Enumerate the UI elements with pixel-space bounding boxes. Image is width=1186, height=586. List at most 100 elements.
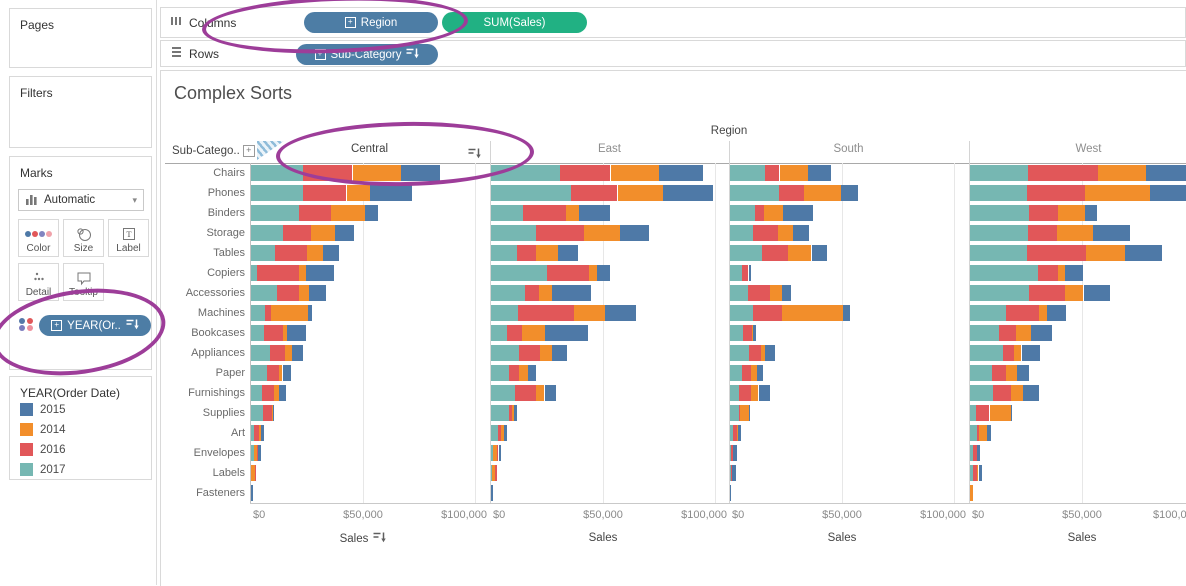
bar-segment-2016[interactable] <box>977 425 979 441</box>
bar-segment-2015[interactable] <box>514 405 517 421</box>
bar-segment-2017[interactable] <box>491 425 498 441</box>
sort-descending-icon[interactable] <box>126 319 139 333</box>
bar-segment-2017[interactable] <box>970 225 1028 241</box>
bar-segment-2016[interactable] <box>283 225 311 241</box>
region-pill[interactable]: + Region <box>304 12 438 33</box>
bar-segment-2017[interactable] <box>730 445 731 461</box>
row-label-chairs[interactable]: Chairs <box>213 167 245 179</box>
rows-shelf[interactable]: Rows + Sub-Category <box>160 40 1186 67</box>
bar-segment-2014[interactable] <box>970 485 973 501</box>
bar-segment-2015[interactable] <box>1150 185 1186 201</box>
bar-segment-2017[interactable] <box>251 185 303 201</box>
bar-segment-2016[interactable] <box>263 405 272 421</box>
bar-segment-2014[interactable] <box>1006 365 1017 381</box>
row-label-machines[interactable]: Machines <box>197 307 245 319</box>
bar-segment-2017[interactable] <box>251 205 299 221</box>
bar-segment-2015[interactable] <box>1047 305 1066 321</box>
legend-item-2016[interactable]: 2016 <box>20 443 66 456</box>
row-label-paper[interactable]: Paper <box>215 367 245 379</box>
bar-segment-2014[interactable] <box>1014 345 1021 361</box>
bar-segment-2015[interactable] <box>659 165 703 181</box>
year-order-date-pill[interactable]: + YEAR(Or.. <box>39 315 151 336</box>
sort-descending-icon[interactable] <box>468 146 481 164</box>
bar-segment-2016[interactable] <box>1038 265 1058 281</box>
bar-segment-2014[interactable] <box>254 445 258 461</box>
bar-segment-2015[interactable] <box>499 445 501 461</box>
label-button[interactable]: T Label <box>108 219 149 257</box>
axis-label-sales[interactable]: Sales <box>787 532 897 544</box>
bar-segment-2017[interactable] <box>251 245 275 261</box>
bar-segment-2015[interactable] <box>292 345 303 361</box>
bar-segment-2015[interactable] <box>552 345 567 361</box>
bar-segment-2014[interactable] <box>274 385 280 401</box>
bar-segment-2017[interactable] <box>251 265 257 281</box>
bar-segment-2016[interactable] <box>509 365 519 381</box>
bar-segment-2015[interactable] <box>1022 345 1040 361</box>
bar-segment-2015[interactable] <box>749 405 750 421</box>
bar-segment-2016[interactable] <box>509 405 512 421</box>
bar-segment-2014[interactable] <box>512 405 514 421</box>
bar-segment-2015[interactable] <box>1085 205 1097 221</box>
bar-segment-2014[interactable] <box>279 365 282 381</box>
bar-segment-2015[interactable] <box>1011 405 1012 421</box>
columns-shelf[interactable]: Columns + Region SUM(Sales) <box>160 7 1186 38</box>
tooltip-button[interactable]: Tooltip <box>63 263 104 301</box>
bar-segment-2017[interactable] <box>970 285 1029 301</box>
bar-segment-2016[interactable] <box>262 385 274 401</box>
bar-segment-2016[interactable] <box>1006 305 1039 321</box>
bar-segment-2015[interactable] <box>1093 225 1130 241</box>
bar-segment-2016[interactable] <box>993 385 1011 401</box>
bar-segment-2015[interactable] <box>753 325 756 341</box>
bar-segment-2014[interactable] <box>285 345 292 361</box>
sort-descending-icon[interactable] <box>406 48 420 62</box>
bar-segment-2017[interactable] <box>970 205 1029 221</box>
sub-category-pill[interactable]: + Sub-Category <box>296 44 438 65</box>
bar-segment-2015[interactable] <box>733 445 737 461</box>
bar-segment-2017[interactable] <box>491 465 492 481</box>
row-label-envelopes[interactable]: Envelopes <box>193 447 245 459</box>
bar-segment-2014[interactable] <box>536 385 544 401</box>
bar-segment-2017[interactable] <box>730 385 739 401</box>
bar-segment-2015[interactable] <box>765 345 775 361</box>
bar-segment-2016[interactable] <box>1028 225 1057 241</box>
bar-segment-2014[interactable] <box>1098 165 1146 181</box>
bar-segment-2015[interactable] <box>1031 325 1052 341</box>
bar-segment-2016[interactable] <box>507 325 522 341</box>
bar-segment-2014[interactable] <box>519 365 529 381</box>
bar-segment-2017[interactable] <box>730 185 779 201</box>
bar-segment-2015[interactable] <box>1146 165 1186 181</box>
bar-segment-2014[interactable] <box>566 205 579 221</box>
bar-segment-2015[interactable] <box>738 425 741 441</box>
bar-segment-2016[interactable] <box>1029 285 1065 301</box>
row-label-supplies[interactable]: Supplies <box>202 407 245 419</box>
bar-segment-2016[interactable] <box>765 165 779 181</box>
bar-segment-2014[interactable] <box>1011 385 1023 401</box>
bar-segment-2016[interactable] <box>495 465 497 481</box>
bar-segment-2017[interactable] <box>730 305 753 321</box>
bar-segment-2014[interactable] <box>311 225 336 241</box>
bar-segment-2017[interactable] <box>970 385 993 401</box>
row-label-tables[interactable]: Tables <box>213 247 245 259</box>
bar-segment-2015[interactable] <box>545 385 556 401</box>
expand-plus-icon[interactable]: + <box>314 49 326 60</box>
bar-segment-2015[interactable] <box>528 365 536 381</box>
bar-segment-2015[interactable] <box>1125 245 1162 261</box>
bar-segment-2014[interactable] <box>299 265 306 281</box>
bar-segment-2016[interactable] <box>257 445 258 461</box>
expand-plus-icon[interactable]: + <box>344 17 356 28</box>
bar-segment-2015[interactable] <box>579 205 610 221</box>
row-label-furnishings[interactable]: Furnishings <box>188 387 245 399</box>
bar-segment-2014[interactable] <box>1039 305 1047 321</box>
bar-segment-2016[interactable] <box>755 205 764 221</box>
bar-segment-2016[interactable] <box>733 425 737 441</box>
bar-segment-2014[interactable] <box>493 445 497 461</box>
bar-segment-2016[interactable] <box>743 325 752 341</box>
bar-segment-2014[interactable] <box>782 305 843 321</box>
bar-segment-2016[interactable] <box>523 205 566 221</box>
bar-segment-2014[interactable] <box>536 245 558 261</box>
bar-segment-2017[interactable] <box>491 185 571 201</box>
bar-segment-2016[interactable] <box>999 325 1016 341</box>
bar-segment-2015[interactable] <box>308 305 312 321</box>
bar-segment-2014[interactable] <box>618 185 663 201</box>
bar-segment-2017[interactable] <box>730 225 753 241</box>
